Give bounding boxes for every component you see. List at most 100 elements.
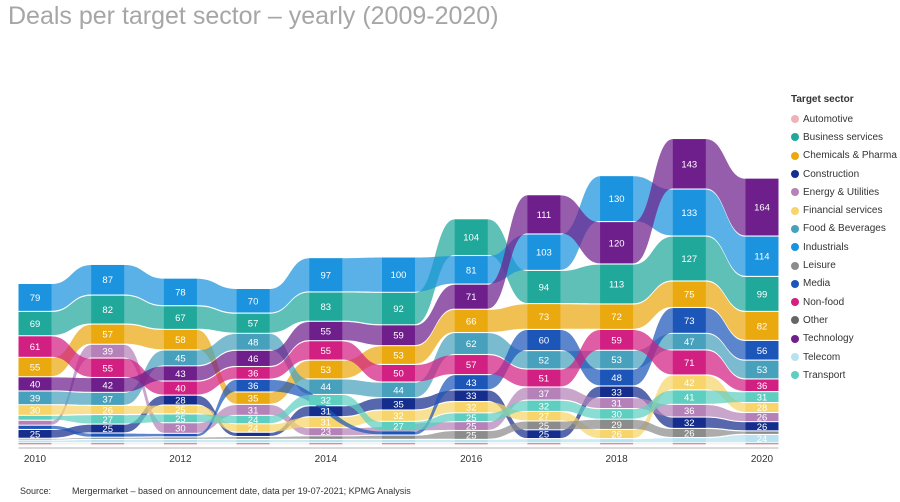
column-financial-services-2011 <box>91 406 125 414</box>
legend: Target sector Automotive Business service… <box>791 94 897 384</box>
data-label: 25 <box>466 413 477 424</box>
data-label: 40 <box>175 384 186 395</box>
column-leisure-2014 <box>309 436 343 439</box>
data-label: 30 <box>30 406 41 417</box>
column-automotive-2013 <box>236 444 270 446</box>
column-financial-services-2015 <box>382 410 415 421</box>
column-non-food-2018 <box>600 330 634 350</box>
column-non-food-2013 <box>236 367 270 379</box>
column-industrials-2013 <box>236 288 270 313</box>
column-non-food-2016 <box>454 355 488 375</box>
data-label: 28 <box>757 403 768 414</box>
column-construction-2011 <box>91 424 125 433</box>
legend-label: Transport <box>803 369 846 381</box>
data-label: 45 <box>175 353 186 364</box>
data-label: 44 <box>393 385 404 396</box>
legend-label: Telecom <box>803 351 841 363</box>
data-label: 71 <box>684 358 695 369</box>
data-label: 81 <box>466 265 477 276</box>
data-label: 60 <box>539 336 550 347</box>
column-media-2017 <box>527 330 561 351</box>
column-media-2018 <box>600 369 634 386</box>
column-technology-2013 <box>236 350 270 366</box>
column-energy-utilities-2014 <box>309 428 343 436</box>
data-label: 26 <box>611 430 622 441</box>
column-food-beverages-2016 <box>454 333 488 354</box>
column-industrials-2017 <box>527 234 561 270</box>
x-tick-label: 2012 <box>169 454 192 465</box>
data-label: 26 <box>684 428 695 439</box>
data-label: 32 <box>393 411 404 422</box>
column-telecom-2018 <box>600 439 634 443</box>
data-label: 25 <box>539 421 550 432</box>
data-label: 56 <box>757 346 768 357</box>
data-label: 32 <box>539 401 550 412</box>
data-label: 43 <box>466 378 477 389</box>
column-other-2020 <box>745 443 779 444</box>
column-technology-2014 <box>309 321 343 341</box>
legend-item: Telecom <box>791 348 897 366</box>
column-telecom-2017 <box>527 439 561 443</box>
data-label: 42 <box>102 380 113 391</box>
legend-swatch <box>791 298 799 307</box>
data-label: 29 <box>611 420 622 431</box>
legend-swatch <box>791 371 799 380</box>
x-tick-label: 2014 <box>315 454 338 465</box>
chart-title: Deals per target sector – yearly (2009-2… <box>8 2 499 30</box>
column-media-2011 <box>91 433 125 437</box>
column-technology-2012 <box>163 366 197 381</box>
column-construction-2018 <box>600 386 634 398</box>
data-label: 111 <box>537 210 551 221</box>
legend-swatch <box>791 224 799 233</box>
data-label: 26 <box>102 406 113 417</box>
column-leisure-2018 <box>600 419 634 429</box>
column-food-beverages-2013 <box>236 333 270 350</box>
column-energy-utilities-2019 <box>672 404 706 417</box>
data-label: 36 <box>757 381 768 392</box>
data-label: 61 <box>30 342 41 353</box>
legend-label: Industrials <box>803 241 849 253</box>
data-label: 130 <box>609 194 625 205</box>
column-automotive-2011 <box>91 444 125 446</box>
data-label: 23 <box>321 427 332 438</box>
data-label: 32 <box>321 396 332 407</box>
column-other-2018 <box>600 443 634 444</box>
data-label: 55 <box>321 346 332 357</box>
legend-label: Chemicals & Pharma <box>803 150 897 162</box>
legend-item: Technology <box>791 330 897 348</box>
column-industrials-2019 <box>672 189 706 236</box>
column-non-food-2015 <box>382 365 415 382</box>
legend-label: Leisure <box>803 260 836 272</box>
column-construction-2017 <box>527 430 561 439</box>
column-construction-2010 <box>18 430 52 438</box>
data-label: 82 <box>757 321 768 332</box>
column-non-food-2014 <box>309 341 343 360</box>
column-food-beverages-2015 <box>382 382 415 398</box>
column-construction-2015 <box>382 398 415 410</box>
column-non-food-2017 <box>527 369 561 387</box>
data-label: 67 <box>175 313 186 324</box>
column-non-food-2019 <box>672 350 706 375</box>
data-label: 69 <box>30 319 41 330</box>
legend-item: Leisure <box>791 256 897 274</box>
data-label: 36 <box>684 406 695 417</box>
data-label: 26 <box>757 422 768 433</box>
band-chemicals-pharma <box>18 281 779 404</box>
column-transport-2020 <box>745 392 779 402</box>
column-business-services-2012 <box>163 306 197 329</box>
column-industrials-2016 <box>454 256 488 284</box>
column-chemicals-pharma-2010 <box>18 357 52 377</box>
series-industrials <box>18 176 779 313</box>
data-label: 57 <box>466 360 477 371</box>
legend-swatch <box>791 188 799 197</box>
data-label: 133 <box>681 208 697 219</box>
column-telecom-2012 <box>163 439 197 443</box>
column-business-services-2016 <box>454 219 488 255</box>
column-food-beverages-2018 <box>600 350 634 369</box>
data-label: 27 <box>539 412 550 423</box>
legend-label: Other <box>803 314 829 326</box>
column-telecom-2015 <box>382 439 415 443</box>
column-leisure-2015 <box>382 435 415 439</box>
column-telecom-2014 <box>309 439 343 443</box>
column-automotive-2015 <box>382 444 415 446</box>
